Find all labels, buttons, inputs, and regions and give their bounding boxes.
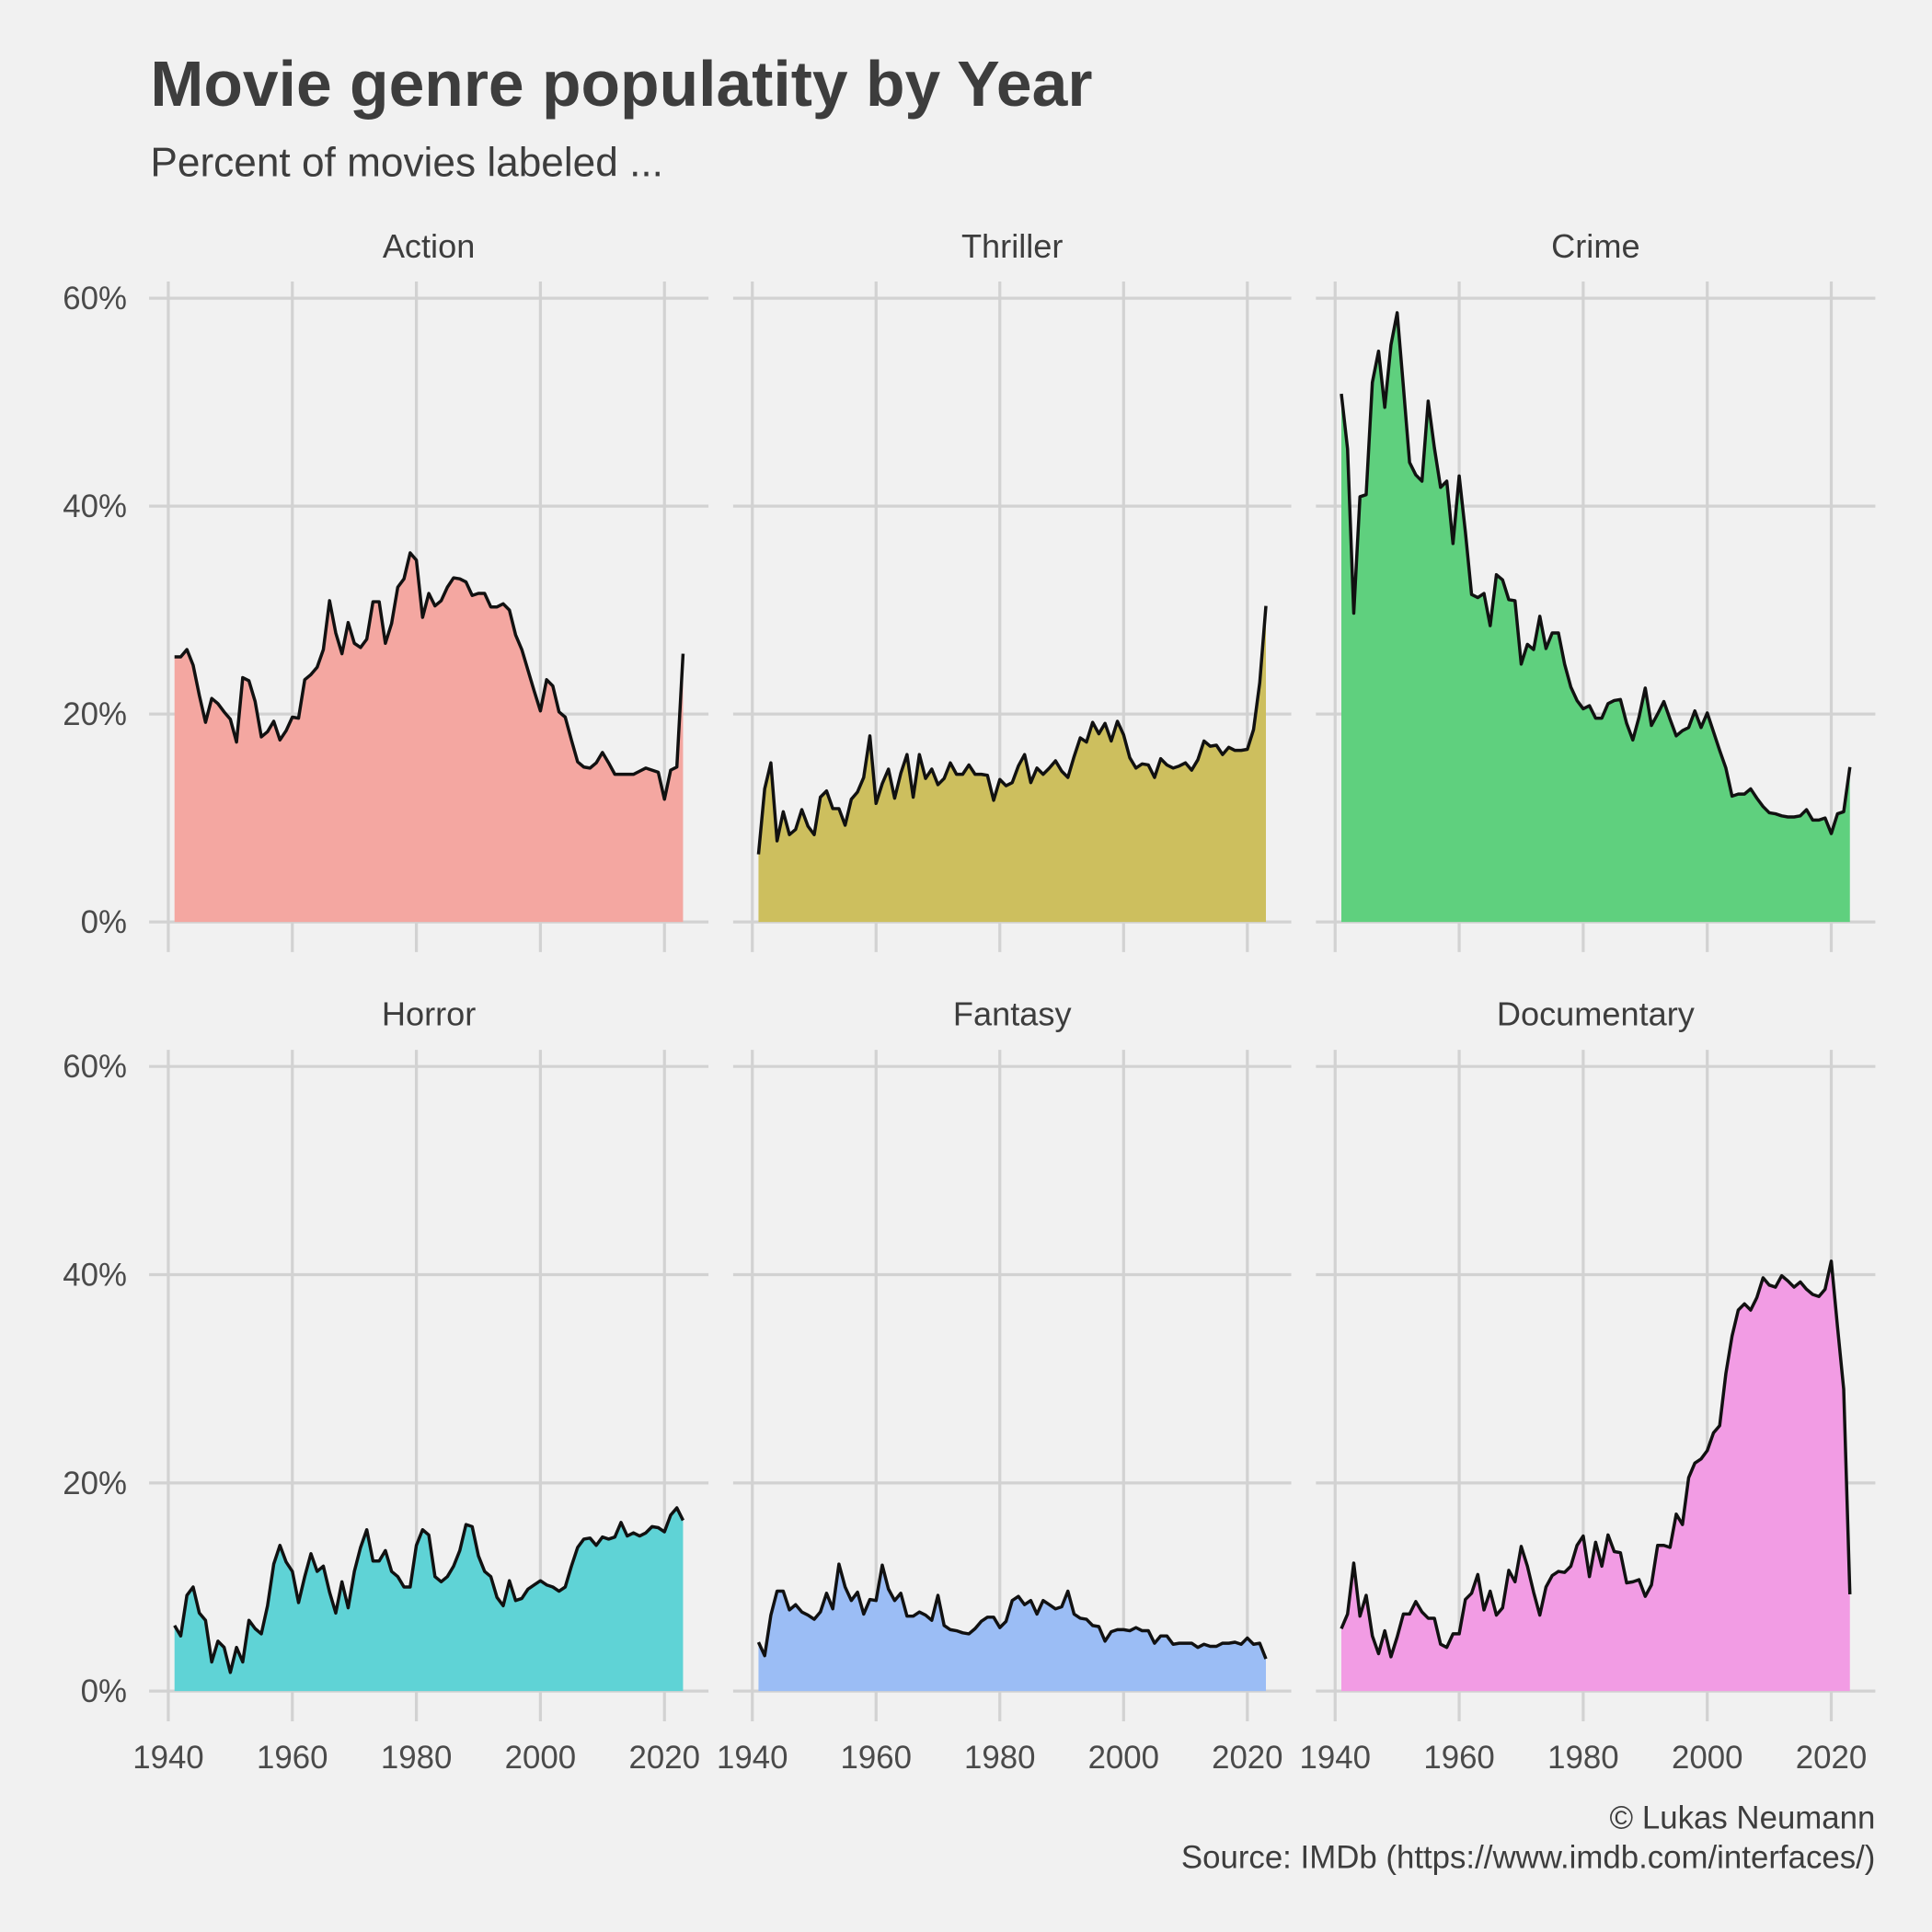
- line: [1340, 1259, 1852, 1659]
- y-tick-label: 20%: [63, 1466, 127, 1501]
- y-tick-label: 40%: [63, 1258, 127, 1294]
- x-tick-label: 2020: [1796, 1740, 1867, 1776]
- strip-label: Documentary: [1497, 995, 1695, 1032]
- strip-label: Horror: [382, 995, 476, 1032]
- y-tick-label: 0%: [81, 904, 127, 940]
- panel: Documentary 1940 1960 1980 2000 2020: [1300, 995, 1876, 1776]
- x-tick-label: 1960: [257, 1740, 328, 1776]
- x-tick-label: 1940: [717, 1740, 788, 1776]
- y-tick-label: 60%: [63, 281, 127, 316]
- area: [758, 605, 1266, 923]
- caption: Source: IMDb (https://www.imdb.com/inter…: [1181, 1839, 1876, 1875]
- line: [173, 1506, 685, 1674]
- y-tick-label: 0%: [81, 1673, 127, 1709]
- x-tick-label: 1980: [1547, 1740, 1618, 1776]
- x-tick-label: 1980: [964, 1740, 1035, 1776]
- line: [756, 605, 1268, 855]
- x-tick-label: 1940: [132, 1740, 203, 1776]
- y-tick-label: 40%: [63, 489, 127, 524]
- caption: © Lukas Neumann: [1610, 1800, 1876, 1836]
- panel: Action 0% 20% 40% 60%: [63, 227, 709, 952]
- y-tick-label: 60%: [63, 1049, 127, 1085]
- strip-label: Fantasy: [953, 995, 1072, 1032]
- x-tick-label: 1960: [841, 1740, 912, 1776]
- line: [174, 551, 685, 801]
- panel: Fantasy 1940 1960 1980 2000 2020: [717, 995, 1292, 1776]
- x-tick-label: 2020: [1212, 1740, 1282, 1776]
- x-tick-label: 2020: [629, 1740, 700, 1776]
- x-tick-label: 2000: [1088, 1740, 1159, 1776]
- x-tick-label: 1980: [381, 1740, 452, 1776]
- line: [1340, 311, 1852, 835]
- x-tick-label: 1940: [1300, 1740, 1371, 1776]
- area: [1341, 1260, 1850, 1692]
- area: [758, 1564, 1266, 1692]
- area: [174, 1507, 684, 1692]
- panel: Horror 0% 20% 40% 60% 1940 1960 1980 2000 2020: [63, 995, 709, 1776]
- area: [1341, 312, 1850, 923]
- x-tick-label: 2000: [1672, 1740, 1742, 1776]
- y-tick-label: 20%: [63, 696, 127, 732]
- chart-subtitle: Percent of movies labeled ...: [150, 141, 663, 186]
- panel: Thriller: [732, 227, 1292, 952]
- strip-label: Crime: [1551, 227, 1639, 265]
- area: [174, 552, 684, 923]
- panel: Crime: [1316, 227, 1876, 952]
- x-tick-label: 1960: [1423, 1740, 1494, 1776]
- strip-label: Thriller: [961, 227, 1063, 265]
- strip-label: Action: [383, 227, 476, 265]
- chart-title: Movie genre populatity by Year: [150, 48, 1092, 120]
- line: [756, 1562, 1268, 1660]
- x-tick-label: 2000: [505, 1740, 576, 1776]
